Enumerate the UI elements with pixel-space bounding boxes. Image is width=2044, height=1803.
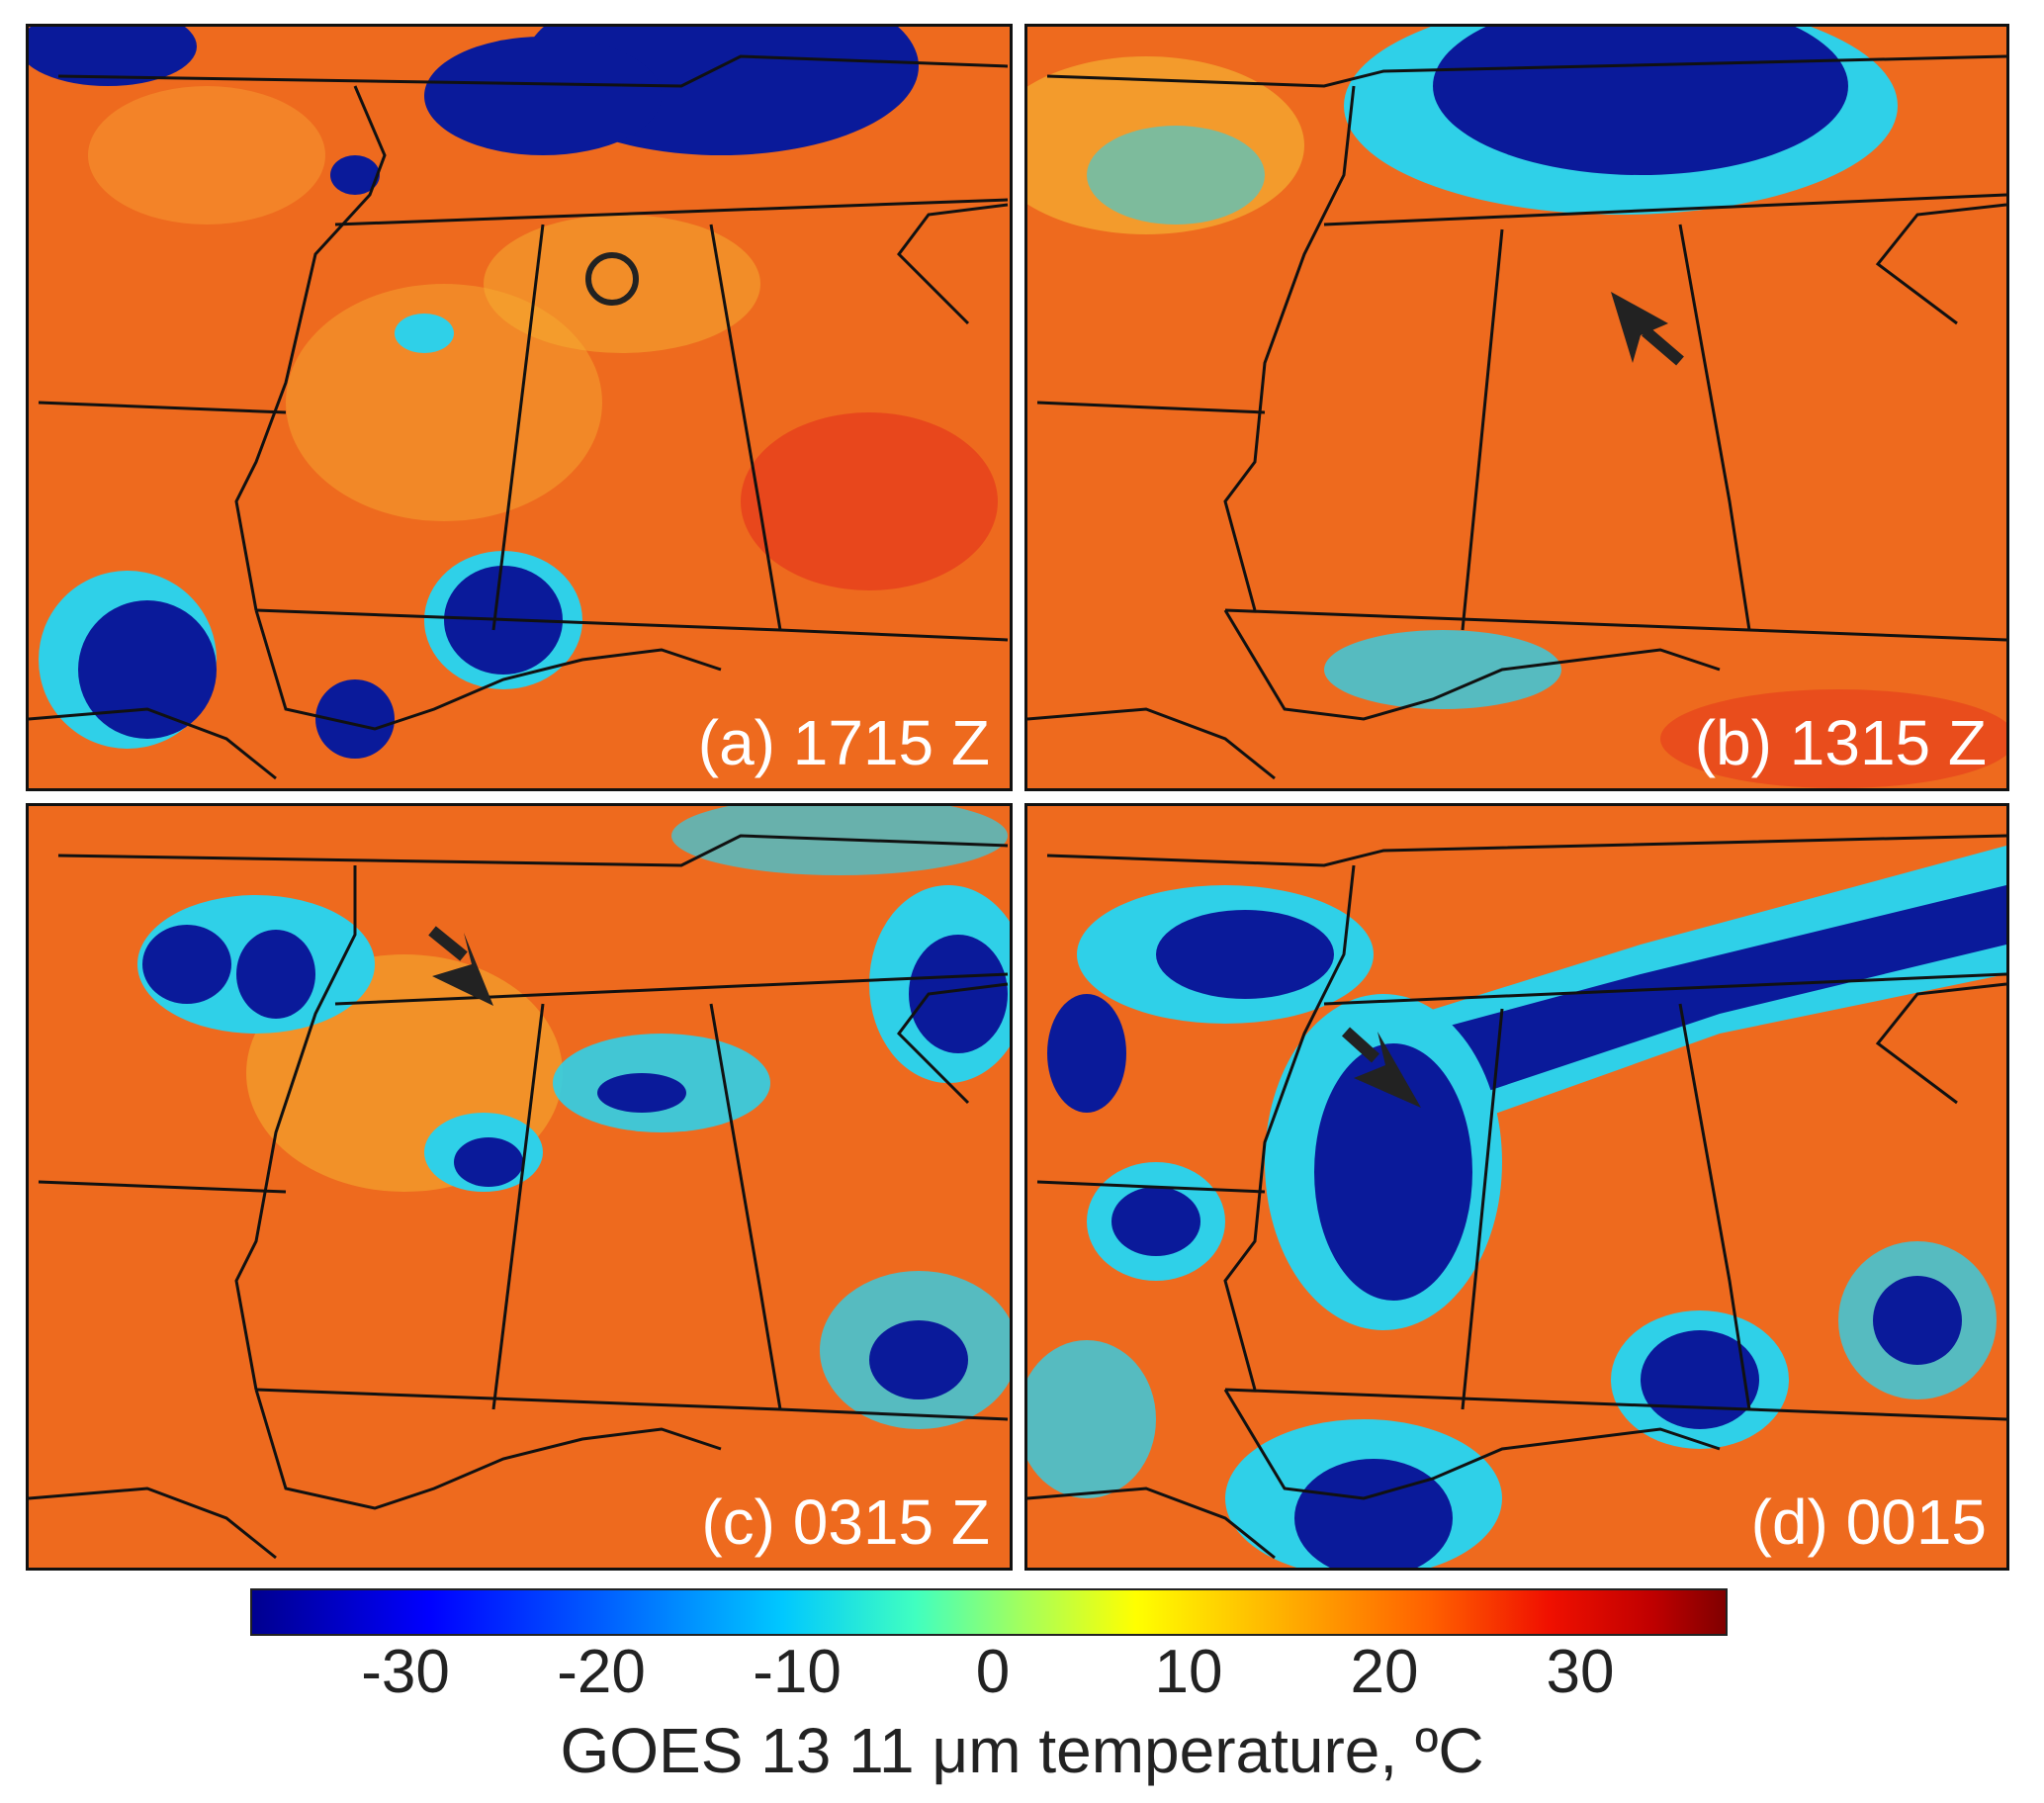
temperature-colorbar [250,1588,1728,1636]
arrow-marker-icon [1341,1027,1421,1108]
panel-b: (b) 1315 Z [1024,24,2009,791]
arrow-marker-icon [428,926,493,1006]
satellite-map-c [29,806,1010,1568]
panel-a: (a) 1715 Z [26,24,1013,791]
satellite-map-a [29,27,1010,788]
panel-d: (d) 0015 [1024,803,2009,1571]
panel-label-c: (c) 0315 Z [701,1487,990,1558]
circle-marker-icon [585,252,639,306]
arrow-marker-icon [1611,292,1684,366]
colorbar-title: GOES 13 11 μm temperature, ºC [560,1715,1484,1786]
colorbar-tick: -20 [557,1638,646,1706]
satellite-map-b [1027,27,2006,788]
satellite-map-d [1027,806,2006,1568]
colorbar-tick: 10 [1154,1638,1223,1706]
colorbar-tick: 30 [1546,1638,1615,1706]
colorbar-tick: -30 [361,1638,450,1706]
panel-label-b: (b) 1315 Z [1694,707,1987,778]
colorbar-tick: -10 [753,1638,842,1706]
panel-label-a: (a) 1715 Z [697,707,990,778]
panel-c: (c) 0315 Z [26,803,1013,1571]
panel-label-d: (d) 0015 [1750,1487,1987,1558]
colorbar-tick: 20 [1350,1638,1419,1706]
colorbar-tick: 0 [975,1638,1011,1706]
